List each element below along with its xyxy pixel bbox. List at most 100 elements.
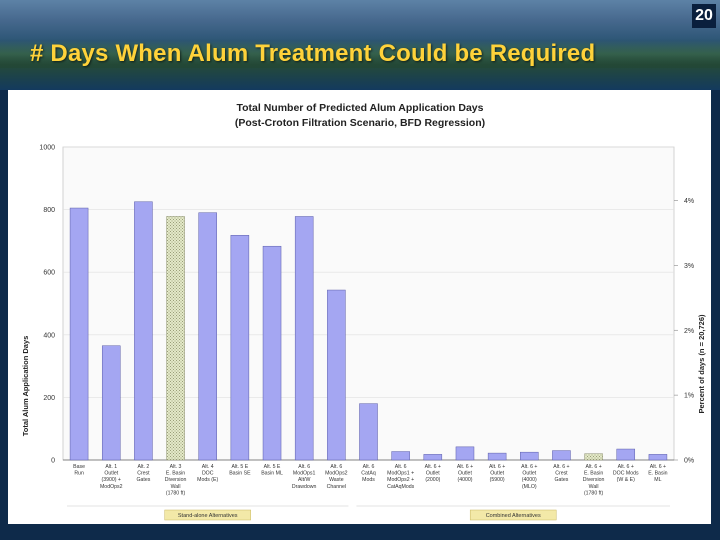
bar[interactable] bbox=[166, 216, 185, 461]
x-category-label: Basin SE bbox=[229, 471, 251, 477]
x-category-label: (W & E) bbox=[617, 477, 635, 483]
x-category-label: Crest bbox=[137, 471, 150, 477]
x-category-label: Alt/W bbox=[298, 477, 310, 483]
bar[interactable] bbox=[552, 450, 571, 461]
y2-tick-label: 1% bbox=[684, 393, 694, 400]
x-category-label: E. Basin bbox=[648, 471, 667, 477]
x-category-label: Mods (E) bbox=[197, 477, 218, 483]
x-category-label: Channel bbox=[327, 484, 346, 490]
x-category-label: E. Basin bbox=[166, 471, 185, 477]
x-category-label: ModOps2 bbox=[100, 484, 123, 490]
bar[interactable] bbox=[648, 454, 668, 461]
x-category-label: ModOps1 + bbox=[387, 471, 414, 477]
x-category-label: Waste bbox=[329, 477, 344, 483]
bar[interactable] bbox=[359, 403, 378, 461]
x-category-label: Alt. 6 + bbox=[489, 464, 505, 470]
bar[interactable] bbox=[230, 235, 250, 461]
x-category-label: DOC Mods bbox=[613, 471, 639, 477]
x-category-label: Gates bbox=[136, 477, 150, 483]
x-category-label: Outlet bbox=[522, 471, 536, 477]
y2-tick-label: 0% bbox=[684, 458, 694, 465]
x-category-label: Alt. 6 bbox=[298, 464, 310, 470]
x-category-label: (1780 ft) bbox=[584, 490, 604, 496]
y-tick-label: 400 bbox=[43, 332, 55, 339]
bar[interactable] bbox=[520, 451, 539, 461]
x-category-label: Drawdown bbox=[292, 484, 317, 490]
x-category-label: Alt. 6 bbox=[363, 464, 375, 470]
bar[interactable] bbox=[134, 201, 153, 461]
y-tick-label: 600 bbox=[43, 270, 55, 277]
bar[interactable] bbox=[198, 212, 217, 461]
group-label: Stand-alone Alternatives bbox=[178, 513, 238, 519]
chart-panel: Total Number of Predicted Alum Applicati… bbox=[8, 90, 711, 524]
y2-axis-ticks: 0% 1% 2% 3% 4% bbox=[674, 198, 694, 465]
group-labels: Stand-alone Alternatives Combined Alterna… bbox=[67, 505, 670, 521]
y-tick-label: 0 bbox=[51, 458, 55, 465]
x-category-label: Diversion bbox=[165, 477, 187, 483]
x-category-label: Gates bbox=[555, 477, 569, 483]
bar[interactable] bbox=[423, 454, 443, 461]
x-category-label: Wall bbox=[589, 484, 599, 490]
x-category-label: ModOps2 + bbox=[387, 477, 414, 483]
x-category-label: Alt. 4 bbox=[202, 464, 214, 470]
x-category-label: Alt. 2 bbox=[137, 464, 149, 470]
x-category-label: CatAqMods bbox=[387, 484, 415, 490]
x-category-label: Alt. 3 bbox=[170, 464, 182, 470]
bar[interactable] bbox=[391, 451, 410, 461]
y-axis-label: Total Alum Application Days bbox=[21, 336, 30, 437]
bar[interactable] bbox=[294, 216, 314, 461]
x-category-label: Diversion bbox=[583, 477, 605, 483]
bar[interactable] bbox=[487, 452, 507, 461]
group-label-box bbox=[164, 509, 251, 521]
bar[interactable] bbox=[584, 453, 603, 461]
chart-title: Total Number of Predicted Alum Applicati… bbox=[237, 102, 484, 114]
slide-title: # Days When Alum Treatment Could be Requ… bbox=[30, 40, 596, 67]
group-label-box bbox=[469, 509, 557, 521]
bar[interactable] bbox=[327, 289, 346, 461]
y2-tick-label: 4% bbox=[684, 198, 694, 205]
x-category-label: E. Basin bbox=[584, 471, 603, 477]
y2-tick-label: 3% bbox=[684, 263, 694, 270]
x-category-label: Alt. 6 bbox=[330, 464, 342, 470]
y-tick-label: 1000 bbox=[39, 145, 55, 152]
x-category-label: ModOps1 bbox=[293, 471, 316, 477]
x-category-label: Alt. 6 + bbox=[618, 464, 634, 470]
x-category-label: Outlet bbox=[458, 471, 472, 477]
x-category-label: DOC bbox=[202, 471, 214, 477]
x-category-label: (3900) + bbox=[102, 477, 121, 483]
x-category-label: Outlet bbox=[426, 471, 440, 477]
x-category-label: Alt. 6 + bbox=[425, 464, 441, 470]
x-category-label: CatAq bbox=[361, 471, 376, 477]
x-category-label: ModOps2 bbox=[325, 471, 348, 477]
x-category-label: (4000) bbox=[457, 477, 472, 483]
x-category-label: Alt. 6 + bbox=[521, 464, 537, 470]
x-category-label: Base bbox=[73, 464, 85, 470]
y-axis-ticks: 0 200 400 600 800 1000 bbox=[39, 145, 55, 465]
bar[interactable] bbox=[262, 245, 282, 461]
x-category-label: Alt. 6 + bbox=[457, 464, 473, 470]
chart-subtitle: (Post-Croton Filtration Scenario, BFD Re… bbox=[235, 117, 485, 129]
slide-number: 20 bbox=[692, 4, 716, 28]
x-category-label: Mods bbox=[362, 477, 375, 483]
x-category-label: Basin ML bbox=[261, 471, 283, 477]
bar[interactable] bbox=[455, 446, 475, 461]
x-category-label: (1780 ft) bbox=[166, 490, 186, 496]
x-category-label: Alt. 6 + bbox=[650, 464, 666, 470]
x-category-label: Wall bbox=[171, 484, 181, 490]
x-category-label: ML bbox=[654, 477, 661, 483]
x-category-label: Alt. 6 bbox=[395, 464, 407, 470]
x-category-label: Alt. 6 + bbox=[553, 464, 569, 470]
x-category-label: Alt. 6 + bbox=[585, 464, 601, 470]
bar[interactable] bbox=[616, 448, 636, 461]
x-category-label: (5900) bbox=[490, 477, 505, 483]
x-category-label: (MLO) bbox=[522, 484, 537, 490]
group-label: Combined Alternatives bbox=[486, 513, 541, 519]
bar[interactable] bbox=[69, 207, 89, 461]
bar[interactable] bbox=[101, 345, 121, 461]
x-category-label: Alt. 5 E bbox=[232, 464, 249, 470]
x-category-label: (4000) bbox=[522, 477, 537, 483]
bar-chart: Total Number of Predicted Alum Applicati… bbox=[21, 102, 706, 521]
x-category-label: Crest bbox=[555, 471, 568, 477]
x-category-label: Outlet bbox=[104, 471, 118, 477]
y2-axis-label: Percent of days (n = 20,726) bbox=[697, 314, 706, 414]
